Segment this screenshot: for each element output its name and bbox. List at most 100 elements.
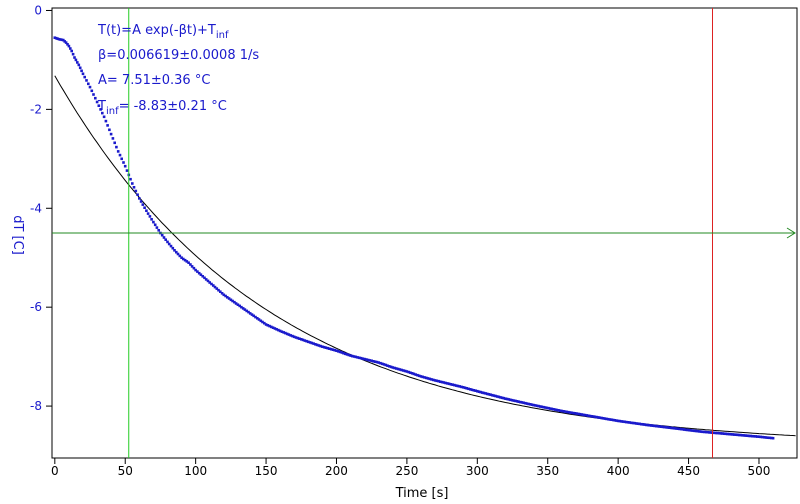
annotation-formula-main: T(t)=A exp(-βt)+T: [97, 23, 216, 38]
data-point: [770, 436, 773, 440]
data-point: [109, 132, 113, 136]
data-point: [78, 66, 82, 70]
data-point: [322, 345, 326, 349]
data-point: [489, 393, 492, 396]
data-point: [125, 169, 129, 172]
data-point: [578, 412, 582, 416]
data-point: [568, 411, 572, 414]
data-point: [678, 427, 681, 431]
x-tick-label: 50: [118, 464, 133, 478]
data-point: [433, 379, 437, 382]
data-point: [495, 395, 499, 398]
data-point: [278, 329, 282, 333]
data-point: [724, 432, 728, 436]
data-point: [600, 416, 603, 420]
data-point: [167, 242, 171, 246]
data-point: [430, 378, 433, 381]
data-point: [317, 344, 321, 347]
data-point: [543, 406, 547, 409]
data-point: [650, 424, 653, 427]
data-point: [666, 426, 670, 429]
data-point: [626, 421, 630, 424]
data-point: [234, 302, 238, 305]
ticks-group: 0 50 100 150 200 250 300 350 400 450 500 0 -2 -4 -6 -8: [30, 3, 770, 478]
data-point: [201, 275, 204, 278]
data-point: [663, 425, 666, 429]
data-point: [761, 435, 764, 439]
data-point: [557, 409, 560, 412]
data-point: [727, 432, 731, 436]
x-axis-title: Time [s]: [395, 486, 449, 501]
data-point: [582, 413, 585, 417]
data-point: [741, 434, 744, 437]
data-point: [593, 415, 597, 419]
fit-group: [54, 75, 796, 437]
data-point: [405, 370, 409, 373]
data-point: [344, 352, 347, 356]
data-point: [298, 337, 301, 340]
data-point: [580, 413, 583, 416]
data-point: [352, 355, 356, 358]
data-point: [484, 392, 487, 395]
data-point: [572, 411, 575, 415]
y-tick-label: -6: [30, 300, 42, 314]
data-point: [590, 415, 593, 418]
data-point: [752, 435, 756, 438]
data-point: [270, 325, 273, 329]
data-point: [704, 430, 708, 434]
data-point: [361, 357, 365, 360]
data-point: [365, 358, 368, 361]
data-point: [719, 432, 723, 435]
data-point: [547, 406, 550, 410]
data-point: [340, 351, 344, 354]
data-point: [540, 405, 544, 409]
data-point: [136, 193, 139, 196]
data-point: [347, 353, 351, 357]
data-point: [80, 69, 83, 73]
data-point: [67, 44, 71, 48]
data-point: [716, 431, 719, 435]
data-point: [588, 414, 592, 418]
data-point: [104, 119, 108, 123]
data-point: [560, 409, 564, 413]
data-point: [264, 323, 268, 326]
data-point: [175, 250, 178, 254]
data-point: [746, 434, 749, 437]
data-point: [275, 328, 278, 331]
data-point: [203, 276, 206, 280]
data-point: [510, 398, 514, 402]
data-point: [553, 408, 557, 411]
data-point: [403, 369, 407, 373]
data-point: [257, 318, 261, 321]
data-point: [461, 386, 465, 389]
data-point: [53, 36, 57, 39]
data-point: [245, 309, 248, 313]
data-point: [502, 396, 506, 400]
data-point: [145, 209, 148, 212]
data-point: [481, 391, 484, 394]
data-point: [315, 343, 319, 347]
data-point: [640, 422, 643, 426]
data-point: [229, 298, 233, 302]
data-point: [141, 203, 145, 206]
data-point: [287, 333, 291, 336]
data-point: [94, 96, 97, 100]
data-point: [342, 351, 345, 355]
data-point: [722, 432, 726, 435]
data-point: [381, 362, 384, 366]
data-point: [296, 336, 300, 340]
data-point: [451, 383, 454, 386]
data-point: [514, 399, 517, 403]
data-point: [259, 319, 263, 323]
data-point: [329, 347, 333, 351]
data-point: [395, 367, 398, 370]
data-point: [377, 361, 380, 364]
data-point: [256, 317, 259, 320]
data-point: [95, 100, 99, 104]
data-point: [263, 321, 266, 325]
data-point: [407, 370, 410, 374]
data-point: [444, 381, 447, 385]
data-point: [416, 373, 419, 377]
data-point: [532, 403, 535, 407]
data-point: [552, 408, 555, 411]
